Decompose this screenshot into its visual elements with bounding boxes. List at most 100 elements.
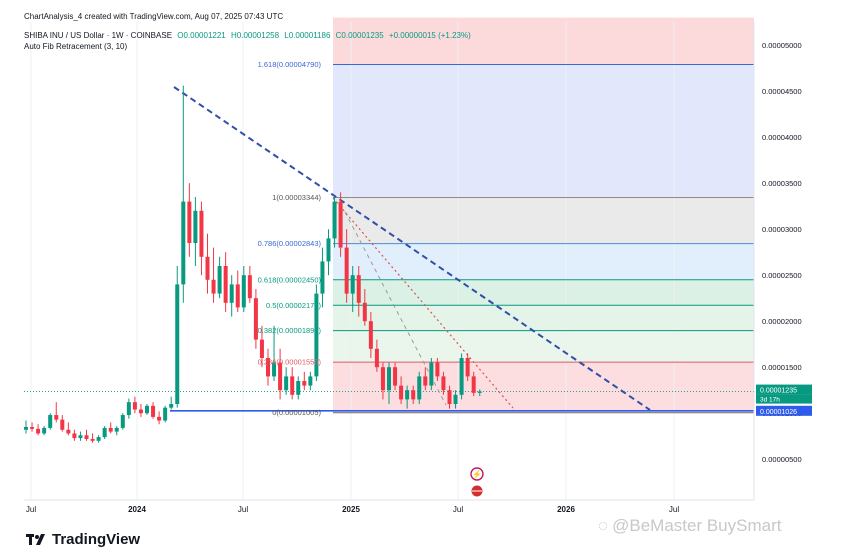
candle-body [223,266,228,303]
candle-body [296,381,301,395]
candle-body [338,201,343,248]
candle-body [393,367,398,386]
y-tick-label: 0.00002000 [762,317,802,326]
candle-body [241,275,246,308]
y-tick-label: 0.00000500 [762,455,802,464]
candle-body [374,348,379,368]
candle-body [157,416,162,421]
candle-body [90,438,95,441]
fib-label: 0.5(0.00002173) [266,301,322,310]
candle-body [332,201,337,239]
y-tick-label: 0.00005000 [762,41,802,50]
candle-body [96,437,101,441]
candle-body [435,362,440,377]
candle-body [84,435,89,439]
candle-body [272,362,277,377]
watermark-text: @BeMaster BuySmart [612,516,782,535]
fib-lines [333,64,754,414]
fib-label: 0.786(0.00002843) [258,239,322,248]
candle-body [356,275,361,303]
candle-body [54,415,59,420]
watermark-icon: ◌ [598,516,609,535]
y-tick-label: 0.00003500 [762,179,802,188]
fib-zone [333,243,754,280]
candle-body [278,362,283,391]
grid [30,22,675,500]
candle-body [30,427,35,429]
symbol-title: SHIBA INU / US Dollar · 1W · COINBASE [24,31,173,40]
candle-body [42,427,47,434]
candle-body [169,404,174,408]
x-tick-label: 2024 [128,505,146,514]
candle-body [447,390,452,404]
y-tick-label: 0.00003000 [762,225,802,234]
candle-body [151,405,156,417]
change-value: +0.00000015 (+1.23%) [388,31,471,40]
fib-label: 1(0.00003344) [272,193,321,202]
countdown-label: 3d 17h [760,397,780,404]
fib-zone [333,330,754,363]
watermark: ◌ @BeMaster BuySmart [598,516,781,536]
x-tick-label: 2025 [342,505,360,514]
candle-body [48,415,53,428]
event-lightning-glyph: ⚡ [472,469,482,479]
candle-body [344,247,349,294]
candle-body [471,376,476,393]
candle-body [60,419,65,430]
candle-body [459,358,464,395]
last-price-tag [756,384,812,395]
low-value: L0.00001186 [284,31,331,40]
fib-zone [333,362,754,413]
high-value: H0.00001258 [231,31,280,40]
candle-body [78,435,83,439]
candle-body [405,390,410,400]
candle-body [247,275,252,299]
y-tick-label: 0.00004500 [762,87,802,96]
candle-body [132,402,137,410]
red-dotted-trend [332,197,514,409]
fib-zone [333,197,754,244]
candle-body [235,284,240,308]
symbol-line: SHIBA INU / US Dollar · 1W · COINBASE O0… [24,31,471,40]
candle-body [423,376,428,386]
candles [24,85,482,443]
fib-zone [333,17,754,65]
candle-body [211,279,216,294]
countdown-tag [756,394,812,404]
candle-body [380,367,385,391]
candle-body [72,433,77,439]
candle-body [229,284,234,303]
candle-body [302,381,307,386]
y-tick-label: 0.00001500 [762,363,802,372]
event-lightning-icon [470,467,484,481]
x-tick-label: 2026 [557,505,575,514]
candle-body [120,415,125,428]
fib-label: 0.236(0.00001555) [258,358,322,367]
candle-body [108,427,113,432]
y-tick-label: 0.00004000 [762,133,802,142]
last-price-label: 0.00001235 [760,388,797,395]
candle-body [411,390,416,400]
fib-label: 0.618(0.00002450) [258,275,322,284]
candle-body [362,302,367,322]
fib-labels: 1.618(0.00004790) 1(0.00003344) 0.786(0.00… [258,60,322,417]
x-tick-label: Jul [26,505,36,514]
tradingview-logo[interactable]: TradingView [26,531,140,548]
candle-body [429,362,434,386]
candle-body [187,201,192,243]
candle-body [193,210,198,243]
candle-body [308,376,313,386]
candle-body [102,427,107,438]
candle-body [465,358,470,377]
candle-body [36,428,41,434]
candle-body [163,407,168,421]
tradingview-logo-icon [26,533,45,545]
indicator-label[interactable]: Auto Fib Retracement (3, 10) [24,42,128,51]
x-tick-label: Jul [453,505,463,514]
candle-body [441,376,446,391]
fib-zones [333,17,754,413]
candle-body [320,261,325,294]
candle-body [417,376,422,400]
